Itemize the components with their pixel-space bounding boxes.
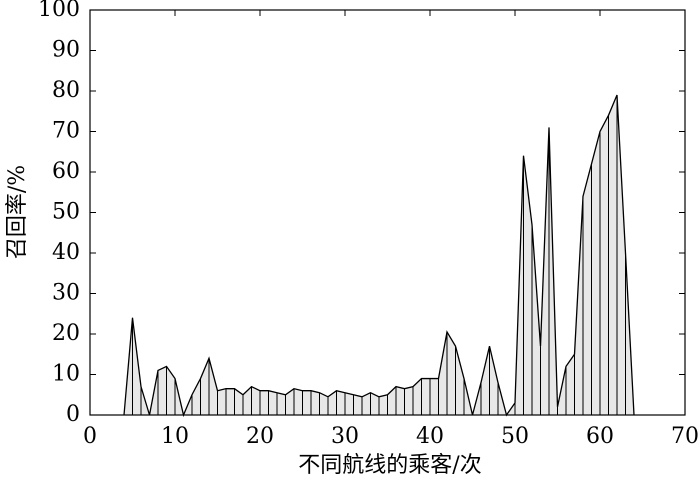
y-tick-label: 10 <box>52 362 80 387</box>
y-tick-label: 20 <box>52 321 80 346</box>
y-tick-label: 80 <box>52 78 80 103</box>
x-tick-label: 60 <box>586 424 614 449</box>
y-tick-label: 70 <box>52 119 80 144</box>
y-tick-label: 100 <box>38 0 80 22</box>
x-tick-label: 30 <box>331 424 359 449</box>
x-tick-label: 10 <box>161 424 189 449</box>
x-tick-label: 20 <box>246 424 274 449</box>
x-tick-label: 70 <box>671 424 699 449</box>
x-tick-label: 0 <box>83 424 97 449</box>
x-axis-label: 不同航线的乘客/次 <box>298 453 481 478</box>
y-tick-label: 50 <box>52 200 80 225</box>
y-axis-label: 召回率/% <box>5 165 30 259</box>
x-tick-label: 40 <box>416 424 444 449</box>
y-tick-label: 90 <box>52 38 80 63</box>
area-line <box>123 94 635 418</box>
y-tick-label: 40 <box>52 240 80 265</box>
x-tick-label: 50 <box>501 424 529 449</box>
y-tick-label: 60 <box>52 159 80 184</box>
area-fill <box>124 95 634 416</box>
y-tick-label: 0 <box>66 402 80 427</box>
y-tick-label: 30 <box>52 281 80 306</box>
